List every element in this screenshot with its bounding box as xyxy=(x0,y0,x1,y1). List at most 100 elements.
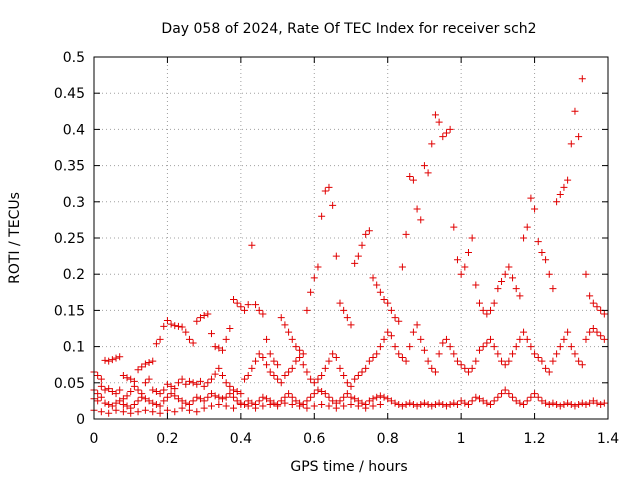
data-point xyxy=(461,364,469,372)
data-point xyxy=(387,397,395,405)
data-point xyxy=(351,395,359,403)
data-point xyxy=(307,288,315,296)
data-point xyxy=(241,375,249,383)
grid-lines xyxy=(94,57,608,419)
data-point xyxy=(358,241,366,249)
data-point xyxy=(409,328,417,336)
data-point xyxy=(108,387,116,395)
data-point xyxy=(494,285,502,293)
data-point xyxy=(149,399,157,407)
data-point xyxy=(321,364,329,372)
data-point xyxy=(145,375,153,383)
data-point xyxy=(222,393,230,401)
data-point xyxy=(134,397,142,405)
data-point xyxy=(189,339,197,347)
data-point xyxy=(105,357,113,365)
data-point xyxy=(138,393,146,401)
data-point xyxy=(362,404,370,412)
data-point xyxy=(505,390,513,398)
data-point xyxy=(549,357,557,365)
data-point xyxy=(178,323,186,331)
data-point xyxy=(156,335,164,343)
data-point xyxy=(343,379,351,387)
data-point xyxy=(101,399,109,407)
data-point xyxy=(527,393,535,401)
data-point xyxy=(123,392,131,400)
data-point xyxy=(310,390,318,398)
data-point xyxy=(376,288,384,296)
data-point xyxy=(112,390,120,398)
data-point xyxy=(413,321,421,329)
data-point xyxy=(556,402,564,410)
data-point xyxy=(174,395,182,403)
data-point xyxy=(509,393,517,401)
data-point xyxy=(487,401,495,409)
data-point xyxy=(343,314,351,322)
x-tick-label: 1 xyxy=(457,431,466,447)
data-point xyxy=(318,212,326,220)
data-point xyxy=(365,357,373,365)
data-point xyxy=(185,335,193,343)
data-point xyxy=(512,343,520,351)
data-point xyxy=(215,401,223,409)
data-point xyxy=(439,133,447,141)
data-point xyxy=(457,397,465,405)
data-point xyxy=(211,392,219,400)
data-point xyxy=(167,382,175,390)
data-point xyxy=(391,399,399,407)
data-point xyxy=(464,368,472,376)
data-point xyxy=(219,346,226,354)
data-point xyxy=(189,379,197,387)
data-point xyxy=(182,380,190,388)
data-point xyxy=(207,330,215,338)
data-point xyxy=(391,343,399,351)
data-point xyxy=(446,343,454,351)
data-point xyxy=(417,216,425,224)
data-point xyxy=(567,140,575,148)
data-point xyxy=(534,353,542,361)
data-point xyxy=(376,392,384,400)
data-point xyxy=(531,205,539,213)
data-point xyxy=(193,380,201,388)
data-point xyxy=(395,401,403,409)
data-point xyxy=(343,390,351,398)
data-point xyxy=(498,390,506,398)
data-point xyxy=(270,399,278,407)
data-point xyxy=(395,317,403,325)
data-point xyxy=(163,406,171,414)
data-point xyxy=(303,404,311,412)
data-point xyxy=(130,401,138,409)
data-point xyxy=(453,357,461,365)
data-point xyxy=(556,343,564,351)
data-point xyxy=(299,350,307,358)
data-point xyxy=(446,401,454,409)
data-point xyxy=(538,248,546,256)
data-point xyxy=(318,372,326,380)
data-point xyxy=(402,230,410,238)
data-point xyxy=(222,379,230,387)
data-point xyxy=(97,375,105,383)
data-point xyxy=(178,375,186,383)
data-point xyxy=(329,397,337,405)
data-point xyxy=(428,140,436,148)
data-point xyxy=(589,325,597,332)
data-point xyxy=(171,392,179,400)
data-point xyxy=(391,314,399,322)
data-point xyxy=(365,227,373,235)
data-point xyxy=(582,335,590,343)
data-point xyxy=(167,390,175,398)
data-point xyxy=(307,375,315,383)
data-point xyxy=(483,339,491,347)
data-point xyxy=(564,328,572,336)
data-point xyxy=(105,409,113,417)
data-point xyxy=(527,194,535,202)
data-point xyxy=(376,343,384,351)
data-point xyxy=(230,386,238,394)
data-point xyxy=(347,382,355,390)
y-axis-label: ROTI / TECUs xyxy=(7,192,23,284)
data-point xyxy=(483,310,491,318)
data-point xyxy=(340,402,348,410)
data-point xyxy=(472,281,480,289)
data-point xyxy=(549,399,557,407)
data-point xyxy=(112,354,120,362)
